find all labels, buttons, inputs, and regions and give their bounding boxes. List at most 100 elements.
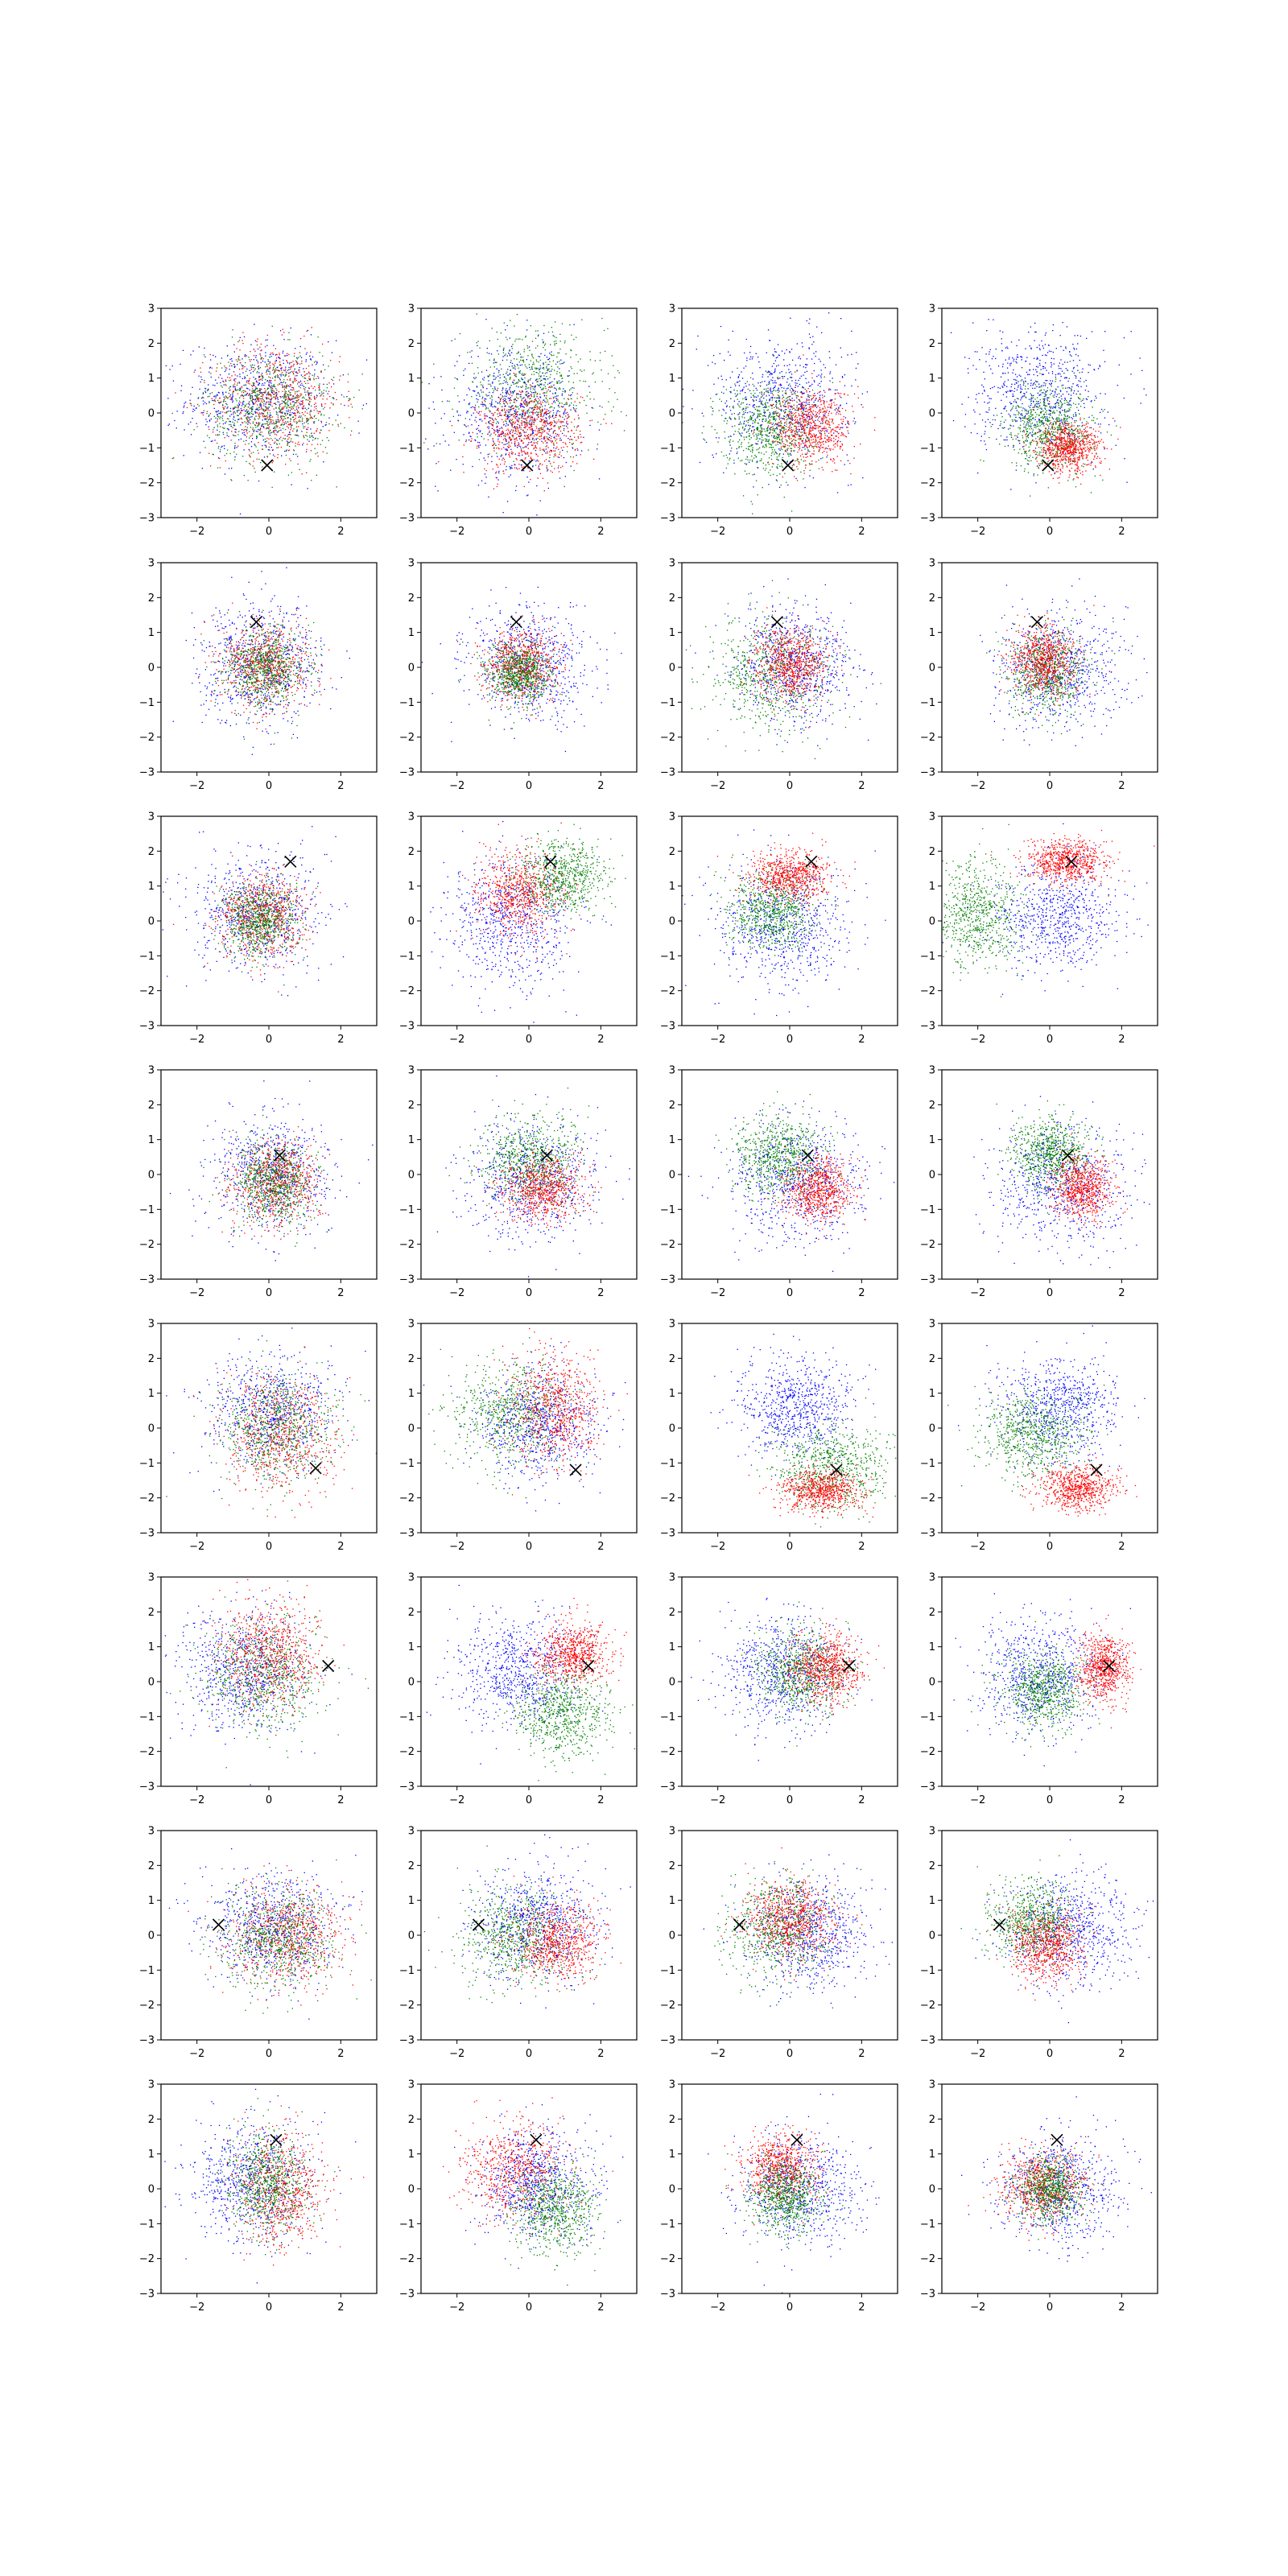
scatter-point: [533, 357, 534, 358]
scatter-point: [589, 351, 590, 352]
scatter-point: [310, 459, 311, 460]
scatter-point: [730, 398, 731, 399]
scatter-point: [328, 440, 329, 441]
scatter-point: [808, 323, 809, 324]
scatter-point: [204, 390, 205, 391]
scatter-point: [514, 468, 515, 469]
scatter-point: [231, 414, 232, 415]
scatter-point: [321, 404, 322, 405]
scatter-point: [539, 399, 540, 400]
scatter-point: [516, 359, 517, 360]
scatter-point: [540, 411, 541, 412]
scatter-point: [297, 429, 298, 430]
scatter-point: [299, 469, 300, 470]
scatter-point: [173, 457, 174, 458]
scatter-point: [538, 468, 539, 469]
scatter-point: [821, 369, 822, 370]
scatter-point: [289, 414, 290, 415]
scatter-point: [270, 417, 271, 418]
scatter-point: [481, 436, 482, 437]
scatter-point: [340, 375, 341, 376]
scatter-point: [514, 439, 515, 440]
scatter-point: [299, 364, 300, 365]
scatter-point: [513, 393, 514, 394]
scatter-point: [789, 422, 790, 423]
scatter-point: [782, 394, 783, 395]
scatter-point: [776, 400, 777, 401]
scatter-point: [225, 385, 226, 386]
scatter-point: [577, 448, 578, 449]
scatter-point: [311, 395, 312, 396]
scatter-point: [502, 458, 503, 459]
scatter-point: [311, 406, 312, 407]
scatter-point: [276, 426, 277, 427]
y-tick-label: −1: [139, 443, 155, 455]
scatter-point: [804, 372, 805, 373]
scatter-point: [233, 364, 234, 365]
scatter-point: [289, 363, 290, 364]
scatter-point: [272, 487, 273, 488]
scatter-point: [499, 435, 500, 436]
scatter-point: [271, 398, 272, 399]
scatter-point: [332, 424, 333, 425]
scatter-point: [520, 446, 521, 447]
scatter-point: [237, 406, 238, 407]
scatter-point: [732, 426, 733, 427]
scatter-point: [238, 402, 239, 403]
scatter-point: [756, 388, 757, 389]
scatter-point: [301, 374, 302, 375]
scatter-point: [287, 439, 288, 440]
scatter-point: [314, 386, 315, 387]
scatter-point: [485, 444, 486, 445]
scatter-point: [506, 402, 507, 403]
scatter-point: [550, 422, 551, 423]
scatter-point: [199, 389, 200, 390]
scatter-point: [725, 412, 726, 413]
scatter-point: [526, 401, 527, 402]
scatter-point: [266, 415, 267, 416]
scatter-point: [542, 425, 543, 426]
scatter-point: [829, 381, 830, 382]
scatter-point: [259, 430, 260, 431]
scatter-point: [522, 411, 523, 412]
scatter-point: [553, 456, 554, 457]
scatter-point: [307, 429, 308, 430]
scatter-point: [564, 390, 565, 391]
scatter-point: [568, 394, 569, 395]
scatter-point: [309, 356, 310, 357]
scatter-point: [244, 449, 245, 450]
scatter-point: [213, 400, 214, 401]
scatter-point: [480, 444, 481, 445]
scatter-point: [209, 402, 210, 403]
scatter-point: [519, 433, 520, 434]
scatter-point: [497, 467, 498, 468]
scatter-point: [555, 364, 556, 365]
scatter-point: [572, 392, 573, 393]
scatter-point: [217, 435, 218, 436]
scatter-point: [564, 392, 565, 393]
scatter-point: [558, 449, 559, 450]
scatter-point: [481, 371, 482, 372]
scatter-point: [257, 341, 258, 342]
scatter-point: [271, 432, 272, 433]
scatter-point: [278, 421, 279, 422]
scatter-point: [203, 403, 204, 404]
scatter-point: [512, 414, 513, 415]
scatter-point: [244, 366, 245, 367]
scatter-point: [492, 382, 493, 383]
scatter-point: [491, 461, 492, 462]
scatter-point: [212, 398, 213, 399]
scatter-point: [809, 333, 810, 334]
scatter-point: [496, 423, 497, 424]
scatter-point: [269, 410, 270, 411]
scatter-point: [498, 471, 499, 472]
scatter-point: [278, 417, 279, 418]
scatter-point: [760, 434, 761, 435]
scatter-point: [279, 383, 280, 384]
scatter-point: [589, 425, 590, 426]
scatter-point: [469, 419, 470, 420]
scatter-point: [331, 386, 332, 387]
scatter-point: [337, 424, 338, 425]
scatter-point: [202, 397, 203, 398]
